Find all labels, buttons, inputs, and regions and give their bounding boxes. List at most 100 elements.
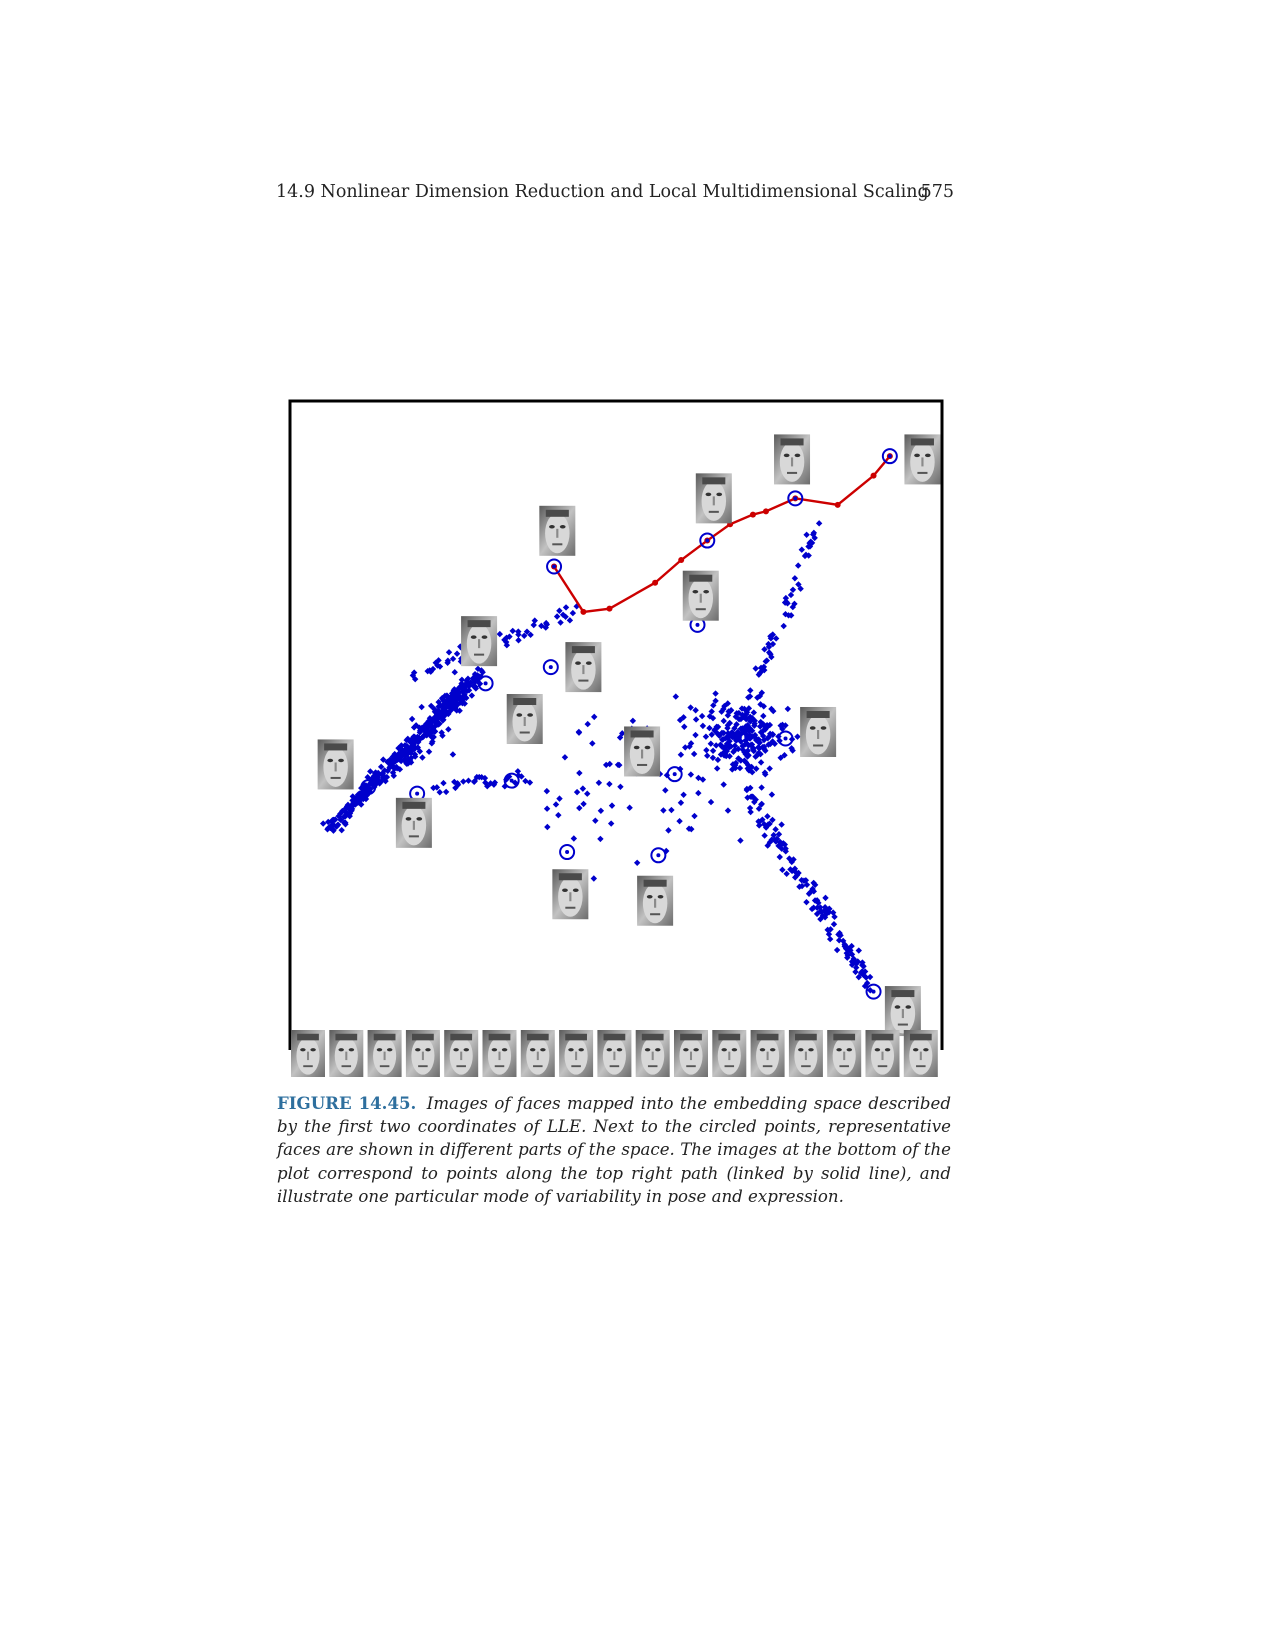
data-point: [720, 729, 727, 737]
data-point: [416, 748, 424, 755]
path-point: [870, 472, 877, 479]
data-point: [739, 746, 747, 753]
plot-frame: [288, 399, 944, 1050]
data-point: [514, 768, 522, 775]
data-point: [747, 808, 754, 816]
circled-point: [477, 675, 494, 692]
data-point: [590, 875, 598, 882]
bottom-strip-face: [750, 1030, 785, 1077]
circled-point: [542, 659, 559, 676]
face-mouth: [801, 1065, 811, 1068]
data-point: [837, 932, 844, 939]
data-point: [848, 951, 856, 958]
data-point: [751, 722, 758, 729]
data-point: [556, 795, 563, 802]
data-point: [756, 739, 763, 746]
data-point: [357, 790, 364, 797]
data-point: [458, 676, 466, 683]
data-point: [438, 729, 445, 736]
data-point: [451, 669, 458, 676]
face-eye-right: [585, 661, 592, 665]
data-point: [680, 791, 687, 799]
data-point: [731, 724, 738, 732]
face-eye-right: [923, 1048, 929, 1052]
data-point: [616, 734, 624, 741]
data-point: [419, 734, 426, 741]
data-point: [731, 746, 738, 754]
circled-point-center: [656, 853, 661, 858]
face-eye-right: [572, 888, 579, 892]
data-point: [743, 714, 750, 722]
face-hair: [910, 438, 934, 446]
data-point: [748, 733, 756, 740]
data-point: [848, 958, 856, 965]
data-point: [782, 594, 790, 602]
face-hair: [513, 698, 537, 706]
data-point: [426, 722, 433, 730]
face-eye-left: [491, 1048, 498, 1052]
data-point: [522, 777, 529, 785]
data-point: [813, 910, 821, 918]
data-point: [685, 825, 693, 832]
data-point: [708, 708, 715, 715]
data-point: [589, 740, 596, 747]
data-point: [711, 727, 718, 734]
face-hair: [833, 1033, 856, 1041]
data-point: [720, 752, 728, 759]
data-point: [766, 730, 774, 738]
data-point: [431, 728, 439, 735]
data-point: [396, 755, 403, 763]
data-point: [349, 803, 356, 810]
data-point: [801, 552, 809, 560]
data-point: [772, 635, 780, 642]
face-thumbnail: [695, 473, 732, 524]
circled-point: [881, 448, 898, 465]
data-point: [778, 821, 785, 828]
data-point: [433, 784, 441, 791]
data-point: [552, 801, 560, 808]
data-point: [787, 612, 795, 619]
data-point: [767, 633, 774, 640]
data-point: [429, 717, 437, 724]
data-point: [766, 839, 774, 846]
data-point: [746, 727, 753, 735]
data-point: [597, 807, 605, 814]
data-point: [724, 722, 732, 729]
data-point: [450, 694, 457, 701]
face-thumbnail: [904, 434, 941, 485]
data-point: [406, 757, 414, 764]
face-hair: [373, 1033, 396, 1041]
face-hair: [297, 1033, 319, 1041]
data-point: [425, 748, 433, 755]
data-point: [449, 698, 456, 706]
face-mouth: [839, 1065, 849, 1068]
face-nose: [460, 1051, 463, 1061]
data-point: [755, 805, 763, 812]
data-point: [698, 712, 706, 720]
data-point: [416, 729, 424, 736]
face-mouth: [917, 471, 928, 474]
face-thumbnail: [565, 642, 602, 693]
data-point: [724, 712, 732, 719]
data-point: [553, 613, 561, 620]
data-point: [791, 868, 799, 875]
data-point: [433, 711, 441, 718]
data-point: [434, 714, 441, 721]
data-point: [427, 702, 435, 710]
face-hair: [412, 1033, 434, 1041]
data-point: [364, 774, 371, 781]
bottom-strip-face: [712, 1030, 747, 1077]
data-point: [396, 766, 404, 773]
circled-point: [699, 532, 716, 549]
data-point: [794, 562, 802, 569]
face-mouth: [330, 776, 341, 779]
data-point: [411, 733, 418, 740]
data-point: [824, 926, 831, 934]
data-point: [797, 585, 804, 592]
data-point: [855, 947, 862, 954]
face-eye-left: [606, 1048, 613, 1052]
face-nose: [334, 762, 337, 772]
data-point: [449, 751, 457, 758]
face-eye-right: [846, 1048, 853, 1052]
running-title: 14.9 Nonlinear Dimension Reduction and L…: [276, 182, 929, 202]
